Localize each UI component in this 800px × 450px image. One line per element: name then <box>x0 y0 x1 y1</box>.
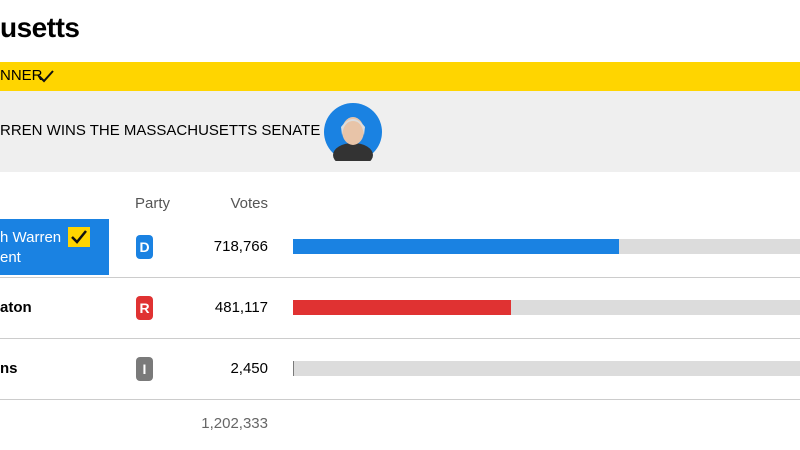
headline-band <box>0 91 800 172</box>
vote-count: 718,766 <box>213 238 268 255</box>
candidate-subtitle: ent <box>0 249 21 266</box>
vote-count: 2,450 <box>230 360 268 377</box>
candidate-photo <box>324 103 382 161</box>
vote-count: 481,117 <box>214 299 268 316</box>
bar-track-fill <box>293 239 800 254</box>
vote-bar <box>293 239 619 254</box>
party-badge: D <box>136 235 153 259</box>
row-separator <box>0 399 800 400</box>
candidate-name: ns <box>0 360 18 377</box>
winner-box <box>0 219 109 275</box>
candidate-name: h Warren <box>0 229 62 246</box>
column-header: Votes <box>230 195 268 212</box>
bar-track-fill <box>293 361 800 376</box>
row-separator <box>0 277 800 278</box>
total-votes: 1,202,333 <box>201 415 268 432</box>
headline: RREN WINS THE MASSACHUSETTS SENATE RACE <box>0 122 367 139</box>
bar-track <box>293 361 800 376</box>
bar-track-fill <box>293 300 800 315</box>
check-icon <box>38 70 54 83</box>
winner-banner <box>0 62 800 91</box>
candidate-name: aton <box>0 299 32 316</box>
vote-bar <box>293 361 295 376</box>
banner-label: NNER <box>0 67 43 84</box>
winner-check <box>68 227 90 247</box>
party-badge: I <box>136 357 153 381</box>
bar-track <box>293 239 800 254</box>
row-separator <box>0 338 800 339</box>
vote-bar <box>293 300 512 315</box>
party-badge: R <box>136 296 153 320</box>
column-header: Party <box>135 195 171 212</box>
bar-track <box>293 300 800 315</box>
page-title: usetts <box>0 12 80 43</box>
